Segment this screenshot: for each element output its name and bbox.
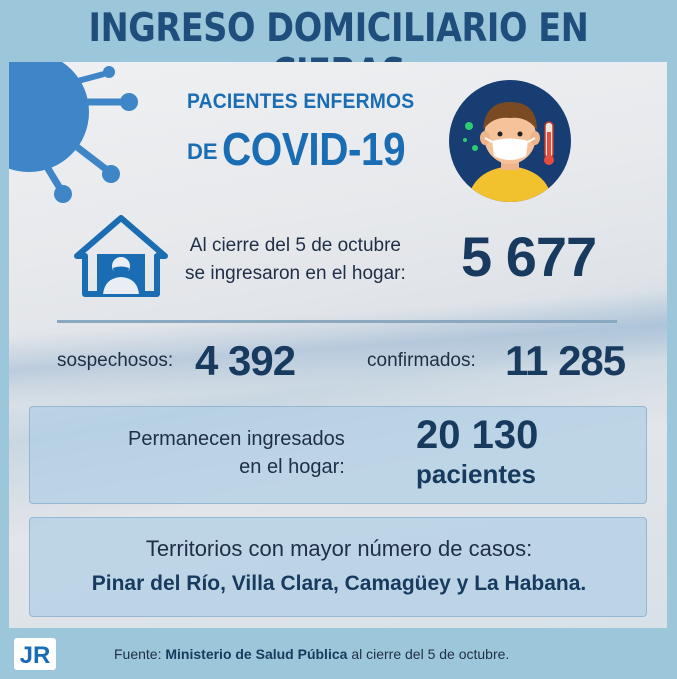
jr-logo-icon: JR <box>14 638 56 670</box>
source-note: Fuente: Ministerio de Salud Pública al c… <box>114 646 509 662</box>
home-patient-icon <box>74 215 168 297</box>
territorios-heading: Territorios con mayor número de casos: <box>145 536 533 561</box>
sospechosos-label: sospechosos: <box>57 350 174 371</box>
permanecen-text: Permanecen ingresados en el hogar: <box>128 425 345 481</box>
logo-text: JR <box>20 642 51 669</box>
confirmados-value: 11 285 <box>505 337 626 384</box>
source-prefix: Fuente: <box>114 646 162 662</box>
home-total-value: 5 677 <box>461 225 597 288</box>
content-panel: PACIENTES ENFERMOS DE COVID-19 <box>9 62 667 628</box>
subhead-line1: PACIENTES ENFERMOS <box>187 90 415 113</box>
cierre-line1: Al cierre del 5 de octubre <box>189 235 401 256</box>
permanecen-line2: en el hogar: <box>239 456 345 478</box>
confirmados-label: confirmados: <box>367 350 476 371</box>
territorios-list: Pinar del Río, Villa Clara, Camagüey y L… <box>91 572 587 595</box>
divider <box>57 320 617 323</box>
virus-icon <box>9 62 138 203</box>
permanecen-unit: pacientes <box>416 459 536 489</box>
source-suffix: al cierre del 5 de octubre. <box>351 646 510 662</box>
subhead-line2: DE COVID-19 <box>187 122 430 176</box>
territorios-box: Territorios con mayor número de casos: P… <box>29 517 647 617</box>
cierre-text: Al cierre del 5 de octubre se ingresaron… <box>185 232 406 288</box>
footer: JR Fuente: Ministerio de Salud Pública a… <box>0 628 677 679</box>
source-name: Ministerio de Salud Pública <box>165 646 348 662</box>
subhead-de: DE <box>187 139 218 164</box>
sospechosos-value: 4 392 <box>195 337 296 384</box>
cierre-line2: se ingresaron en el hogar: <box>185 263 406 284</box>
sick-patient-icon <box>449 80 571 202</box>
permanecen-box: Permanecen ingresados en el hogar: 20 13… <box>29 406 647 504</box>
permanecen-line1: Permanecen ingresados <box>128 428 345 450</box>
permanecen-value: 20 130 <box>416 413 539 457</box>
subhead-covid: COVID-19 <box>222 123 406 175</box>
